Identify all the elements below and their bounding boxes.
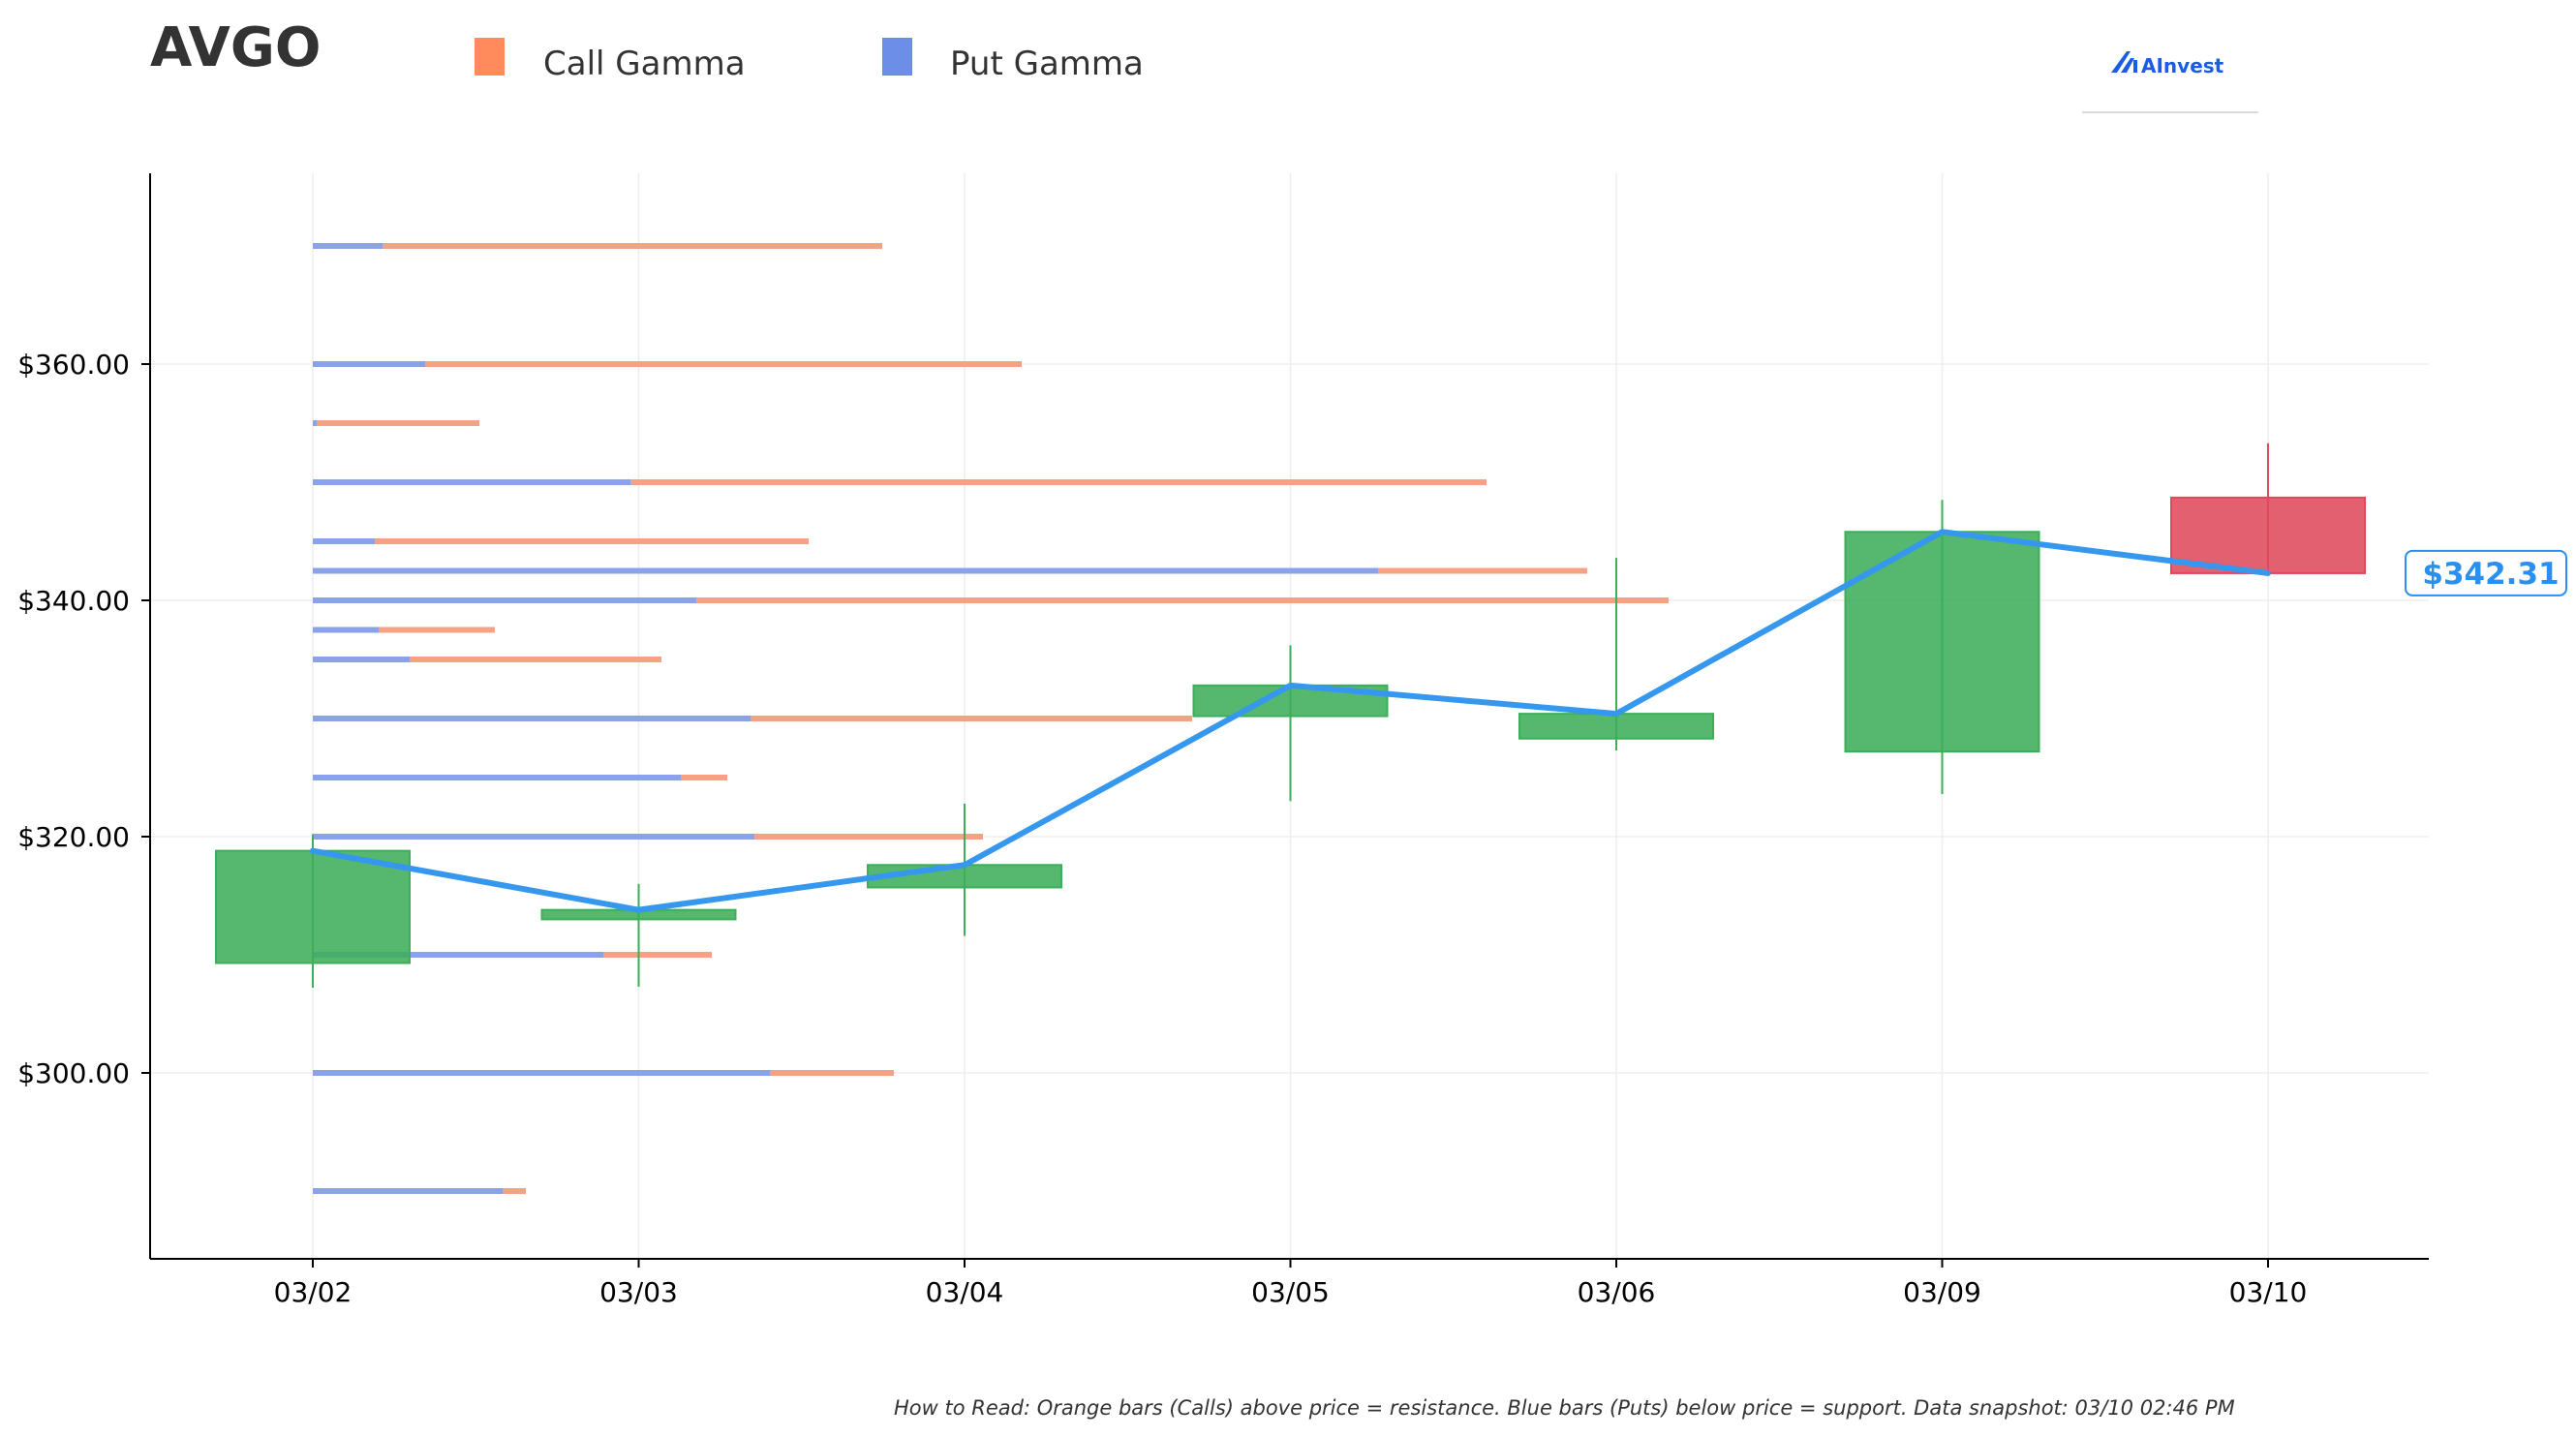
candle-body — [215, 849, 411, 964]
how-to-read-note: How to Read: Orange bars (Calls) above p… — [894, 1396, 2235, 1420]
candles — [215, 443, 2366, 989]
x-tick-label: 03/06 — [1578, 1276, 1656, 1308]
candle-body — [1844, 531, 2040, 753]
chart-title: AVGO — [150, 16, 321, 79]
candle-body — [2170, 496, 2366, 574]
x-tick-label: 03/03 — [599, 1276, 678, 1308]
x-tick-label: 03/05 — [1251, 1276, 1330, 1308]
legend: Call Gamma Put Gamma — [475, 38, 1144, 83]
x-tick-label: 03/09 — [1903, 1276, 1981, 1308]
ainvest-logo-text: AInvest — [2141, 54, 2224, 77]
price-line — [310, 529, 2271, 913]
y-tick-label: $340.00 — [17, 585, 130, 617]
x-tick-label: 03/04 — [926, 1276, 1004, 1308]
x-tick-label: 03/10 — [2229, 1276, 2308, 1308]
y-tick-label: $320.00 — [17, 821, 130, 853]
call-gamma-legend-label: Call Gamma — [543, 45, 746, 83]
y-tick-label: $300.00 — [17, 1057, 130, 1089]
x-ticks: 03/02 03/03 03/04 03/05 03/06 03/09 03/10 — [274, 1259, 2308, 1308]
candle-body — [1518, 713, 1714, 740]
x-tick-label: 03/02 — [274, 1276, 353, 1308]
put-gamma-legend-label: Put Gamma — [950, 45, 1144, 83]
y-tick-label: $360.00 — [17, 349, 130, 381]
ainvest-logo-icon — [2111, 51, 2137, 73]
call-gamma-legend-swatch — [475, 38, 505, 76]
gamma-bars — [313, 243, 1669, 1194]
ainvest-logo: AInvest — [2082, 51, 2258, 113]
put-gamma-legend-swatch — [882, 38, 912, 76]
y-ticks: $300.00 $320.00 $340.00 $360.00 — [17, 349, 150, 1089]
current-price-label: $342.31 — [2422, 557, 2559, 592]
current-price-tag-box — [2405, 549, 2567, 596]
current-price-tag: $342.31 — [2405, 549, 2567, 596]
